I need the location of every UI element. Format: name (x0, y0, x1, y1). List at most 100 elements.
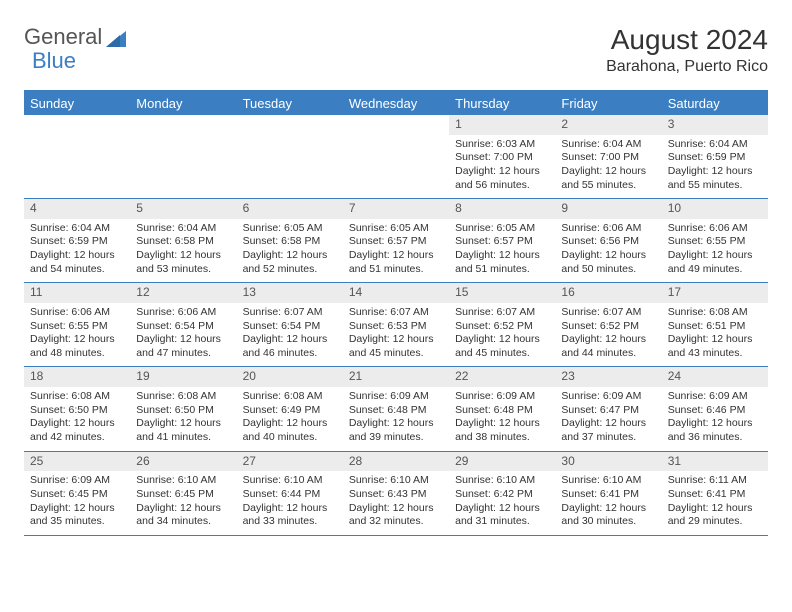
day-number: 14 (343, 283, 449, 303)
sunset-text: Sunset: 6:54 PM (243, 320, 337, 334)
dayname-saturday: Saturday (662, 92, 768, 115)
day-cell: 3Sunrise: 6:04 AMSunset: 6:59 PMDaylight… (662, 115, 768, 198)
day-cell: 5Sunrise: 6:04 AMSunset: 6:58 PMDaylight… (130, 199, 236, 282)
daylight-text: Daylight: 12 hours and 48 minutes. (30, 333, 124, 360)
daylight-text: Daylight: 12 hours and 55 minutes. (668, 165, 762, 192)
sunset-text: Sunset: 6:46 PM (668, 404, 762, 418)
day-info: Sunrise: 6:06 AMSunset: 6:55 PMDaylight:… (662, 219, 768, 283)
sunrise-text: Sunrise: 6:10 AM (455, 474, 549, 488)
location: Barahona, Puerto Rico (606, 58, 768, 76)
sunrise-text: Sunrise: 6:10 AM (349, 474, 443, 488)
sunrise-text: Sunrise: 6:04 AM (136, 222, 230, 236)
day-number: 28 (343, 452, 449, 472)
day-number: 20 (237, 367, 343, 387)
day-number: 24 (662, 367, 768, 387)
sunrise-text: Sunrise: 6:07 AM (455, 306, 549, 320)
sunrise-text: Sunrise: 6:11 AM (668, 474, 762, 488)
day-info: Sunrise: 6:07 AMSunset: 6:52 PMDaylight:… (449, 303, 555, 367)
week-row: 4Sunrise: 6:04 AMSunset: 6:59 PMDaylight… (24, 199, 768, 283)
title-block: August 2024 Barahona, Puerto Rico (606, 24, 768, 76)
day-cell: 22Sunrise: 6:09 AMSunset: 6:48 PMDayligh… (449, 367, 555, 450)
day-number: 12 (130, 283, 236, 303)
day-info: Sunrise: 6:04 AMSunset: 6:59 PMDaylight:… (662, 135, 768, 199)
daylight-text: Daylight: 12 hours and 39 minutes. (349, 417, 443, 444)
sunset-text: Sunset: 6:45 PM (30, 488, 124, 502)
day-cell: 29Sunrise: 6:10 AMSunset: 6:42 PMDayligh… (449, 452, 555, 535)
sunrise-text: Sunrise: 6:04 AM (30, 222, 124, 236)
sunrise-text: Sunrise: 6:09 AM (668, 390, 762, 404)
day-cell: 21Sunrise: 6:09 AMSunset: 6:48 PMDayligh… (343, 367, 449, 450)
daylight-text: Daylight: 12 hours and 30 minutes. (561, 502, 655, 529)
day-cell: 17Sunrise: 6:08 AMSunset: 6:51 PMDayligh… (662, 283, 768, 366)
sunset-text: Sunset: 6:57 PM (455, 235, 549, 249)
sunset-text: Sunset: 6:42 PM (455, 488, 549, 502)
day-info: Sunrise: 6:05 AMSunset: 6:58 PMDaylight:… (237, 219, 343, 283)
week-row: ....1Sunrise: 6:03 AMSunset: 7:00 PMDayl… (24, 115, 768, 199)
day-info: Sunrise: 6:06 AMSunset: 6:56 PMDaylight:… (555, 219, 661, 283)
daylight-text: Daylight: 12 hours and 38 minutes. (455, 417, 549, 444)
daylight-text: Daylight: 12 hours and 54 minutes. (30, 249, 124, 276)
dayname-sunday: Sunday (24, 92, 130, 115)
day-number: 19 (130, 367, 236, 387)
sunset-text: Sunset: 6:45 PM (136, 488, 230, 502)
day-info: Sunrise: 6:07 AMSunset: 6:53 PMDaylight:… (343, 303, 449, 367)
daylight-text: Daylight: 12 hours and 40 minutes. (243, 417, 337, 444)
day-cell: 26Sunrise: 6:10 AMSunset: 6:45 PMDayligh… (130, 452, 236, 535)
sunrise-text: Sunrise: 6:08 AM (668, 306, 762, 320)
sunrise-text: Sunrise: 6:10 AM (243, 474, 337, 488)
daylight-text: Daylight: 12 hours and 53 minutes. (136, 249, 230, 276)
sunrise-text: Sunrise: 6:06 AM (561, 222, 655, 236)
sunrise-text: Sunrise: 6:09 AM (561, 390, 655, 404)
day-cell: 11Sunrise: 6:06 AMSunset: 6:55 PMDayligh… (24, 283, 130, 366)
dayname-friday: Friday (555, 92, 661, 115)
daylight-text: Daylight: 12 hours and 37 minutes. (561, 417, 655, 444)
dayname-wednesday: Wednesday (343, 92, 449, 115)
day-cell: 23Sunrise: 6:09 AMSunset: 6:47 PMDayligh… (555, 367, 661, 450)
sunrise-text: Sunrise: 6:05 AM (349, 222, 443, 236)
week-row: 11Sunrise: 6:06 AMSunset: 6:55 PMDayligh… (24, 283, 768, 367)
day-info: Sunrise: 6:05 AMSunset: 6:57 PMDaylight:… (343, 219, 449, 283)
day-cell: 8Sunrise: 6:05 AMSunset: 6:57 PMDaylight… (449, 199, 555, 282)
day-number: 2 (555, 115, 661, 135)
day-number: 29 (449, 452, 555, 472)
day-number: 22 (449, 367, 555, 387)
sunset-text: Sunset: 6:44 PM (243, 488, 337, 502)
week-row: 18Sunrise: 6:08 AMSunset: 6:50 PMDayligh… (24, 367, 768, 451)
day-cell: 13Sunrise: 6:07 AMSunset: 6:54 PMDayligh… (237, 283, 343, 366)
sunset-text: Sunset: 6:52 PM (561, 320, 655, 334)
logo-general: General (24, 24, 102, 50)
day-cell: 31Sunrise: 6:11 AMSunset: 6:41 PMDayligh… (662, 452, 768, 535)
day-cell: 2Sunrise: 6:04 AMSunset: 7:00 PMDaylight… (555, 115, 661, 198)
day-number: 30 (555, 452, 661, 472)
day-cell: 12Sunrise: 6:06 AMSunset: 6:54 PMDayligh… (130, 283, 236, 366)
sunrise-text: Sunrise: 6:07 AM (349, 306, 443, 320)
daylight-text: Daylight: 12 hours and 45 minutes. (455, 333, 549, 360)
day-cell: 28Sunrise: 6:10 AMSunset: 6:43 PMDayligh… (343, 452, 449, 535)
day-cell: 10Sunrise: 6:06 AMSunset: 6:55 PMDayligh… (662, 199, 768, 282)
daylight-text: Daylight: 12 hours and 49 minutes. (668, 249, 762, 276)
day-number: 4 (24, 199, 130, 219)
day-cell: 15Sunrise: 6:07 AMSunset: 6:52 PMDayligh… (449, 283, 555, 366)
day-cell: 27Sunrise: 6:10 AMSunset: 6:44 PMDayligh… (237, 452, 343, 535)
day-cell: 4Sunrise: 6:04 AMSunset: 6:59 PMDaylight… (24, 199, 130, 282)
sunrise-text: Sunrise: 6:09 AM (455, 390, 549, 404)
dayname-thursday: Thursday (449, 92, 555, 115)
day-info: Sunrise: 6:11 AMSunset: 6:41 PMDaylight:… (662, 471, 768, 535)
day-info: Sunrise: 6:04 AMSunset: 6:59 PMDaylight:… (24, 219, 130, 283)
logo-blue: Blue (32, 48, 76, 74)
day-info: Sunrise: 6:10 AMSunset: 6:45 PMDaylight:… (130, 471, 236, 535)
logo: General (24, 24, 128, 50)
dayname-row: SundayMondayTuesdayWednesdayThursdayFrid… (24, 92, 768, 115)
day-number: 10 (662, 199, 768, 219)
sunrise-text: Sunrise: 6:10 AM (136, 474, 230, 488)
day-number: 5 (130, 199, 236, 219)
empty-cell: . (343, 115, 449, 198)
daylight-text: Daylight: 12 hours and 45 minutes. (349, 333, 443, 360)
day-cell: 16Sunrise: 6:07 AMSunset: 6:52 PMDayligh… (555, 283, 661, 366)
sunset-text: Sunset: 7:00 PM (455, 151, 549, 165)
sunrise-text: Sunrise: 6:04 AM (561, 138, 655, 152)
daylight-text: Daylight: 12 hours and 35 minutes. (30, 502, 124, 529)
sunrise-text: Sunrise: 6:03 AM (455, 138, 549, 152)
day-info: Sunrise: 6:08 AMSunset: 6:50 PMDaylight:… (130, 387, 236, 451)
sunset-text: Sunset: 6:41 PM (561, 488, 655, 502)
